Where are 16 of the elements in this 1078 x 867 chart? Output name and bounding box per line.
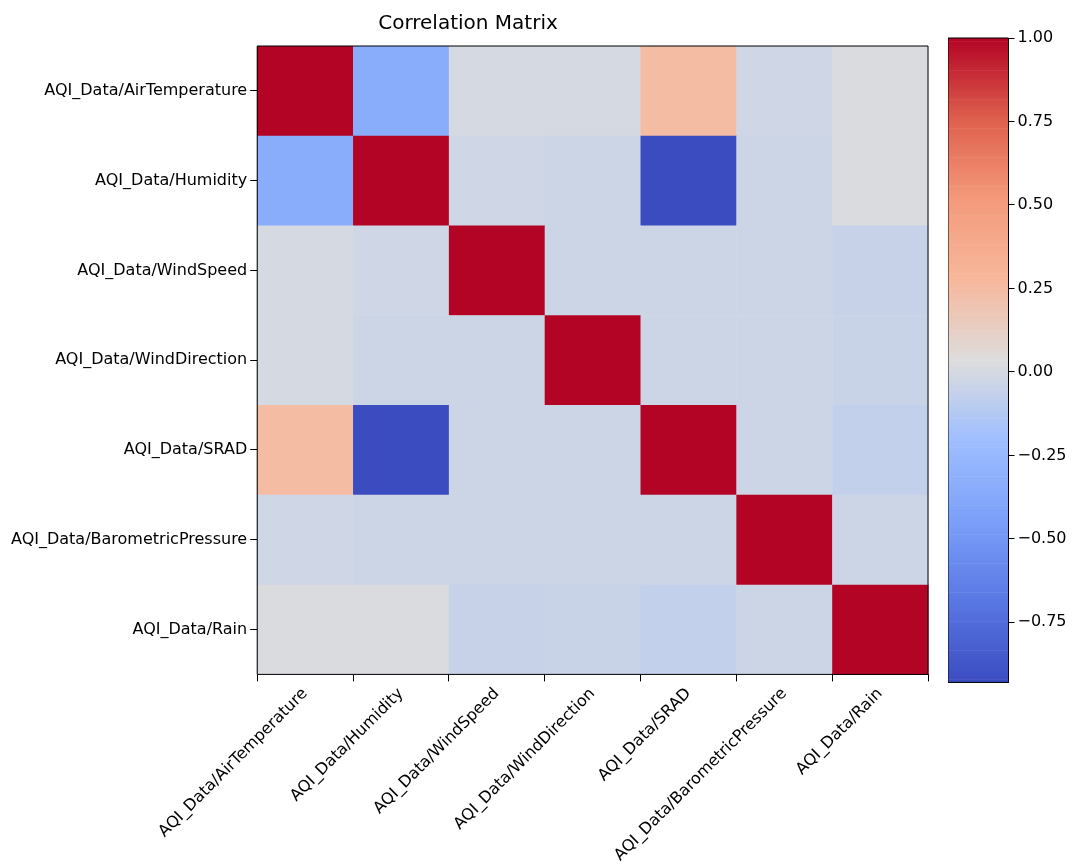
- chart-title: Correlation Matrix: [378, 10, 558, 35]
- y-tick-label: AQI_Data/WindSpeed: [77, 259, 248, 280]
- color-bar-label: 0.75: [1017, 110, 1054, 130]
- color-bar-label: −0.50: [1017, 527, 1067, 547]
- y-tick-label: AQI_Data/WindDirection: [55, 349, 248, 370]
- color-bar-label: −0.75: [1017, 611, 1067, 631]
- y-tick-label: AQI_Data/SRAD: [123, 439, 248, 460]
- color-bar-label: 1.00: [1017, 27, 1054, 47]
- y-tick-label: AQI_Data/BarometricPressure: [10, 528, 248, 549]
- y-tick-label: AQI_Data/Rain: [132, 618, 248, 639]
- color-bar-label: 0.25: [1017, 277, 1054, 297]
- color-bar-label: 0.50: [1017, 194, 1054, 214]
- color-bar-label: −0.25: [1017, 444, 1067, 464]
- y-tick-label: AQI_Data/Humidity: [95, 169, 248, 190]
- color-bar-label: 0.00: [1017, 361, 1054, 381]
- y-tick-label: AQI_Data/AirTemperature: [44, 80, 248, 101]
